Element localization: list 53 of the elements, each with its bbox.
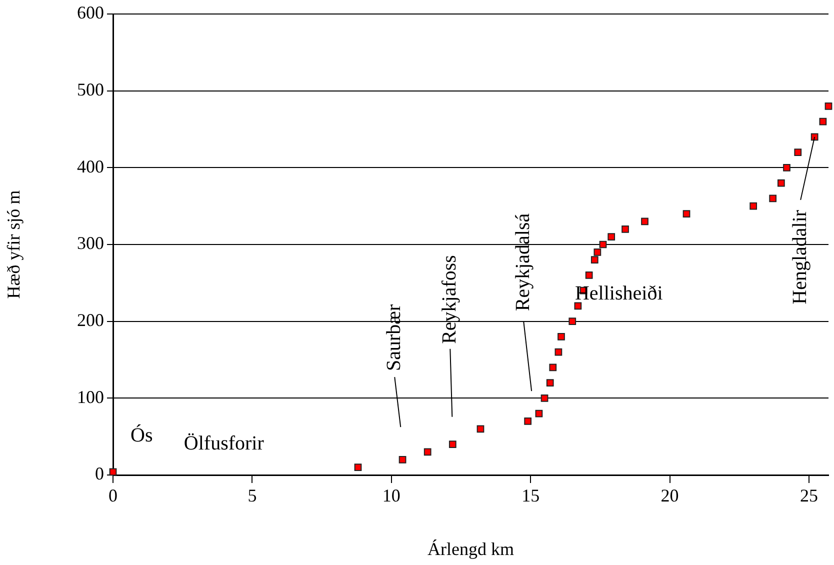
annotation: Reykjadalsá: [512, 213, 534, 312]
x-tick-label: 5: [248, 486, 257, 506]
y-tick-label: 0: [95, 464, 104, 484]
point: [109, 468, 117, 476]
annotation: Hengladalir: [788, 210, 811, 304]
x-tick-label: 10: [382, 486, 400, 506]
y-tick-label: 200: [77, 310, 104, 330]
point: [540, 394, 548, 402]
point: [824, 102, 832, 110]
point: [769, 194, 776, 202]
point: [750, 202, 758, 210]
annotation: Ós: [130, 424, 153, 447]
x-tick-label: 15: [522, 486, 540, 506]
point: [558, 333, 565, 340]
point: [585, 272, 593, 279]
x-tick-label: 25: [800, 486, 818, 506]
point: [810, 133, 818, 141]
x-axis-title: Árlengd km: [428, 538, 514, 559]
point: [622, 225, 629, 233]
point: [398, 456, 406, 464]
y-tick-label: 100: [77, 386, 104, 407]
annotation: Reykjafoss: [438, 254, 460, 344]
annotation: Saurbær: [382, 304, 405, 372]
point: [594, 248, 602, 256]
point: [682, 210, 690, 218]
point: [590, 256, 598, 264]
point: [524, 418, 532, 425]
point: [777, 179, 785, 187]
point: [535, 410, 543, 418]
point: [574, 302, 582, 310]
point: [599, 240, 607, 248]
y-tick-label: 500: [77, 80, 104, 100]
y-tick-label: 300: [77, 233, 104, 254]
y-tick-label: 400: [77, 156, 104, 176]
point: [354, 464, 362, 471]
point: [819, 118, 827, 126]
point: [476, 425, 484, 433]
annotation: Hellisheiði: [574, 282, 664, 305]
x-tick-label: 20: [660, 486, 679, 506]
point: [783, 164, 790, 172]
point: [549, 364, 557, 372]
x-tick-label: 0: [108, 486, 118, 506]
point: [554, 348, 562, 356]
point: [608, 233, 616, 240]
annotation: Ölfusforir: [184, 432, 264, 454]
point: [641, 218, 648, 226]
point: [794, 148, 802, 156]
y-axis-title: Hæð yfir sjó m: [4, 190, 24, 299]
point: [424, 448, 432, 456]
y-tick-label: 600: [77, 2, 104, 23]
point: [448, 440, 456, 448]
point: [546, 379, 554, 386]
point: [568, 318, 576, 326]
